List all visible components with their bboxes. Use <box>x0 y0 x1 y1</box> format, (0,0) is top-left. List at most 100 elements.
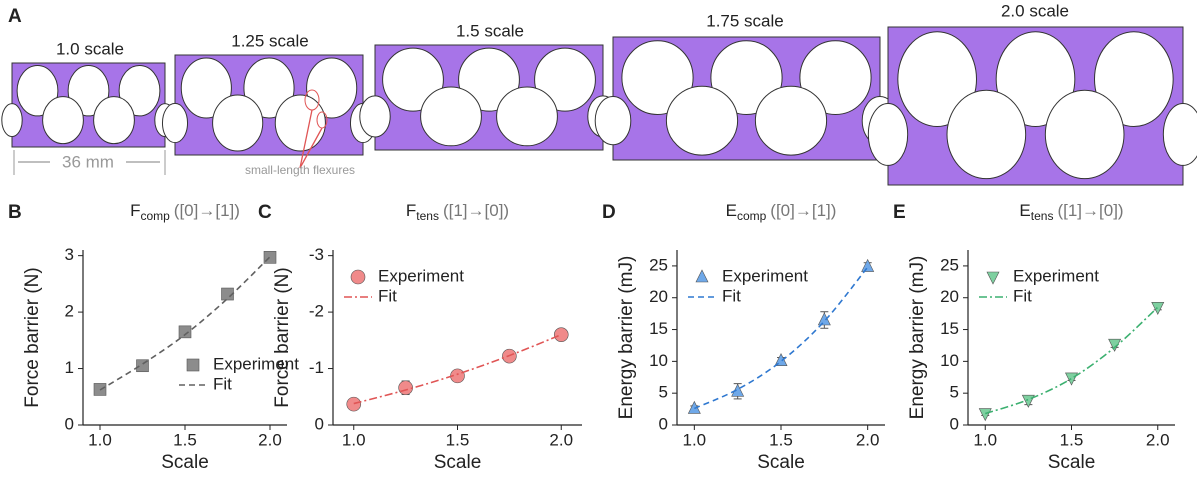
hole <box>43 97 84 144</box>
marker <box>179 326 191 338</box>
fit-line <box>985 307 1158 413</box>
hole <box>947 90 1026 178</box>
x-tick-label: 1.5 <box>446 430 470 449</box>
title-part: ([0]→[1]) <box>174 201 240 220</box>
side-notch <box>1163 103 1197 165</box>
y-tick-label: 15 <box>649 319 668 338</box>
chart-title: Fcomp ([0]→[1]) <box>130 201 240 223</box>
scale-label: 1.75 scale <box>706 11 784 30</box>
y-tick-label: 1 <box>65 358 74 377</box>
side-notch <box>360 96 390 137</box>
y-axis-label: Force barrier (N) <box>22 267 43 407</box>
panel-label: A <box>8 6 22 27</box>
y-tick-label: 0 <box>65 414 74 433</box>
marker <box>862 260 874 272</box>
title-part: ([1]→[0]) <box>443 201 509 220</box>
title-part: tens <box>416 209 439 223</box>
title-part: tens <box>1031 209 1054 223</box>
y-tick-label: 5 <box>950 383 959 402</box>
side-notch <box>162 103 187 142</box>
x-tick-label: 1.5 <box>769 430 793 449</box>
title-part: comp <box>140 209 170 223</box>
title-part: ([1]→[0]) <box>1057 201 1123 220</box>
x-tick-label: 2.0 <box>258 430 282 449</box>
dimension-label: 36 mm <box>62 152 114 171</box>
x-tick-label: 2.0 <box>549 430 573 449</box>
y-tick-label: 25 <box>940 255 959 274</box>
marker <box>732 384 744 396</box>
legend-label: Fit <box>1013 286 1032 305</box>
hole <box>666 86 737 155</box>
scale-label: 1.5 scale <box>456 21 524 40</box>
legend-label: Experiment <box>378 266 464 285</box>
x-tick-label: 1.5 <box>1060 430 1084 449</box>
panel-label: C <box>258 202 272 223</box>
x-tick-label: 1.0 <box>342 430 366 449</box>
marker <box>347 397 361 411</box>
y-axis-label: Force barrier (N) <box>272 267 293 407</box>
marker <box>554 328 568 342</box>
marker <box>1066 373 1078 385</box>
title-part: E <box>726 201 737 220</box>
figure: A 1.0 scale1.25 scale1.5 scale1.75 scale… <box>0 0 1197 480</box>
y-tick-label: 0 <box>950 414 959 433</box>
y-tick-label: 3 <box>65 245 74 264</box>
hole <box>497 87 558 146</box>
side-notch <box>868 103 907 165</box>
chart-title: Ftens ([1]→[0]) <box>406 201 509 223</box>
hole <box>94 97 135 144</box>
y-tick-label: 2 <box>65 302 74 321</box>
y-tick-label: 15 <box>940 319 959 338</box>
x-tick-label: 1.0 <box>88 430 112 449</box>
title-part: ([0]→[1]) <box>770 201 836 220</box>
y-axis-label: Energy barrier (mJ) <box>616 256 637 420</box>
title-part: E <box>1019 201 1030 220</box>
hole <box>213 95 263 151</box>
y-axis-label: Energy barrier (mJ) <box>907 256 928 420</box>
panel-label: E <box>893 202 906 223</box>
panel-label: D <box>602 202 616 223</box>
scale-label: 2.0 scale <box>1001 1 1069 20</box>
y-tick-label: 0 <box>659 414 668 433</box>
marker <box>187 359 199 371</box>
x-tick-label: 1.5 <box>173 430 197 449</box>
marker <box>987 272 999 284</box>
x-axis-label: Scale <box>161 452 209 473</box>
side-notch <box>595 97 631 145</box>
legend-label: Fit <box>378 286 397 305</box>
title-part: comp <box>737 209 767 223</box>
fit-line <box>694 267 867 408</box>
hole <box>275 95 325 151</box>
legend-label: Experiment <box>722 266 808 285</box>
y-tick-label: 0 <box>315 414 324 433</box>
y-tick-label: 10 <box>940 351 959 370</box>
y-tick-label: -3 <box>309 245 324 264</box>
title-part: F <box>130 201 140 220</box>
x-tick-label: 2.0 <box>1146 430 1170 449</box>
side-notch <box>2 104 22 137</box>
x-tick-label: 2.0 <box>856 430 880 449</box>
hole <box>1045 90 1124 178</box>
y-tick-label: 5 <box>659 383 668 402</box>
marker <box>351 270 365 284</box>
x-axis-label: Scale <box>757 452 805 473</box>
y-tick-label: -2 <box>309 302 324 321</box>
hole <box>421 87 482 146</box>
title-part: F <box>406 201 416 220</box>
marker <box>1109 339 1121 351</box>
x-tick-label: 1.0 <box>683 430 707 449</box>
chart-title: Etens([1]→[0]) <box>1019 201 1123 223</box>
y-tick-label: 25 <box>649 255 668 274</box>
legend-label: Experiment <box>1013 266 1099 285</box>
marker <box>696 270 708 282</box>
annotation: small-length flexures <box>245 163 355 177</box>
x-tick-label: 1.0 <box>973 430 997 449</box>
panel-label: B <box>8 202 22 223</box>
y-tick-label: -1 <box>309 358 324 377</box>
marker <box>979 409 991 421</box>
chart-title: Ecomp([0]→[1]) <box>726 201 837 223</box>
scale-label: 1.25 scale <box>231 31 309 50</box>
y-tick-label: 10 <box>649 351 668 370</box>
y-tick-label: 20 <box>649 287 668 306</box>
legend-label: Fit <box>213 374 232 393</box>
